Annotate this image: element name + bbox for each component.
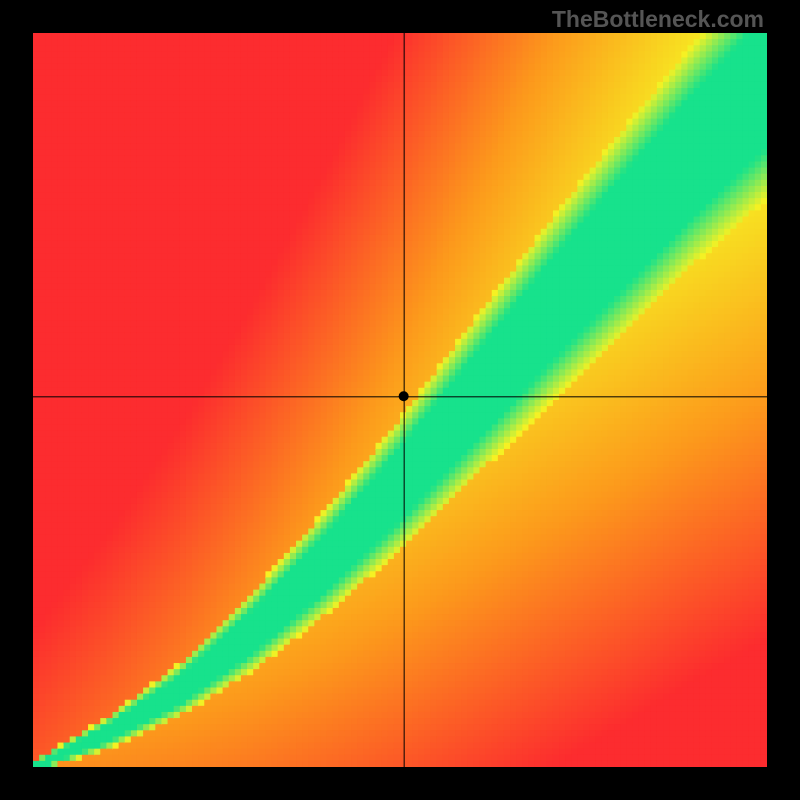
watermark-text: TheBottleneck.com bbox=[552, 6, 764, 33]
chart-container: TheBottleneck.com bbox=[0, 0, 800, 800]
bottleneck-heatmap bbox=[33, 33, 767, 767]
